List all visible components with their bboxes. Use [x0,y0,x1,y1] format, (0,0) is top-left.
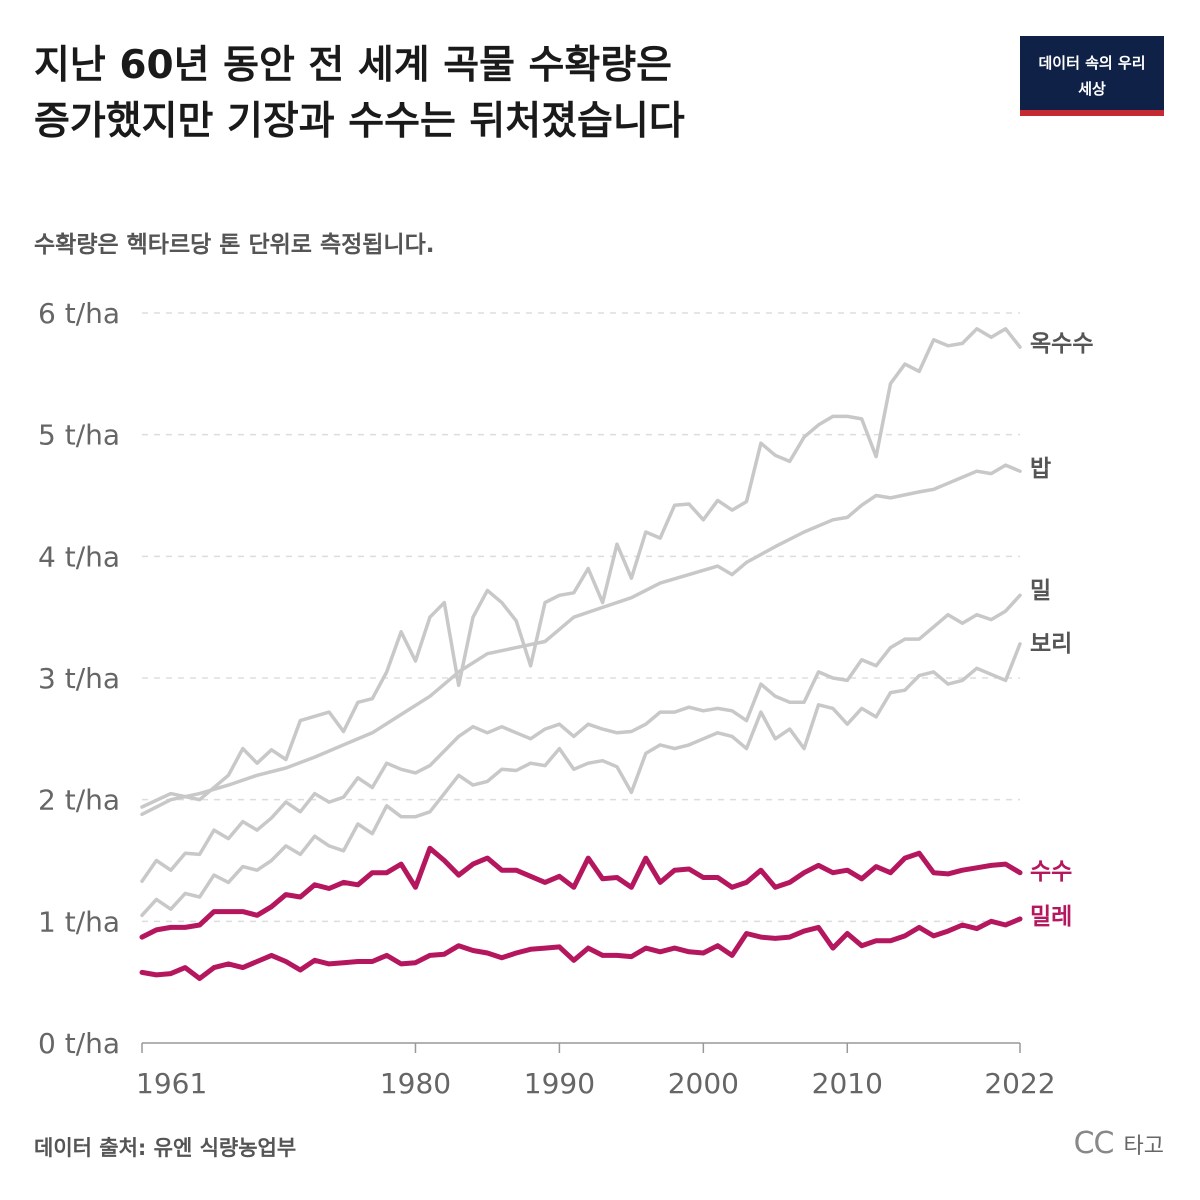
y-tick-label: 4 t/ha [38,540,120,573]
series-line-밀[interactable] [140,593,1022,883]
title-line-2: 증가했지만 기장과 수수는 뒤처졌습니다 [34,99,685,144]
license[interactable]: CC 타고 [1074,1126,1164,1161]
x-tick-label: 2022 [984,1067,1055,1100]
y-axis-labels: 0 t/ha 1 t/ha 2 t/ha 3 t/ha 4 t/ha 5 t/ha 6 t/… [38,297,120,1060]
series-line-밥[interactable] [140,463,1022,817]
y-tick-label: 0 t/ha [38,1027,120,1060]
grid-lines [142,312,1020,923]
series-label: 수수 [1030,859,1072,885]
logo-accent-bar [1020,110,1164,116]
series-label: 밀레 [1030,904,1072,930]
series-label: 밥 [1030,456,1051,482]
series-line-수수[interactable] [139,845,1023,940]
x-tick-label: 1980 [380,1067,451,1100]
y-tick-label: 3 t/ha [38,662,120,695]
logo-line-2: 세상 [1078,80,1106,98]
series-lines [139,327,1023,981]
logo-line-1: 데이터 속의 우리 [1038,54,1146,72]
y-tick-label: 2 t/ha [38,784,120,817]
owid-logo[interactable]: 데이터 속의 우리 세상 [1020,36,1164,116]
series-label: 밀 [1030,578,1051,604]
x-tick-label: 2000 [668,1067,739,1100]
chart-title: 지난 60년 동안 전 세계 곡물 수확량은 증가했지만 기장과 수수는 뒤처졌… [34,38,934,150]
cc-icon: CC [1073,1126,1115,1161]
x-tick-label: 1990 [524,1067,595,1100]
series-label: 옥수수 [1030,331,1093,357]
series-label: 보리 [1030,631,1072,657]
data-source: 데이터 출처: 유엔 식량농업부 [34,1136,297,1160]
chart-subtitle: 수확량은 헥타르당 톤 단위로 측정됩니다. [34,232,435,258]
y-tick-label: 6 t/ha [38,297,120,330]
x-tick-label: 1961 [136,1067,207,1100]
title-line-1: 지난 60년 동안 전 세계 곡물 수확량은 [34,43,673,88]
y-tick-label: 1 t/ha [38,905,120,938]
y-tick-label: 5 t/ha [38,419,120,452]
series-line-옥수수[interactable] [140,327,1022,809]
series-line-밀레[interactable] [139,916,1023,981]
x-tick-label: 2010 [812,1067,883,1100]
series-line-보리[interactable] [140,642,1022,918]
license-text: 타고 [1123,1133,1164,1159]
x-axis: 1961 1980 1990 2000 2010 2022 [136,1042,1056,1100]
